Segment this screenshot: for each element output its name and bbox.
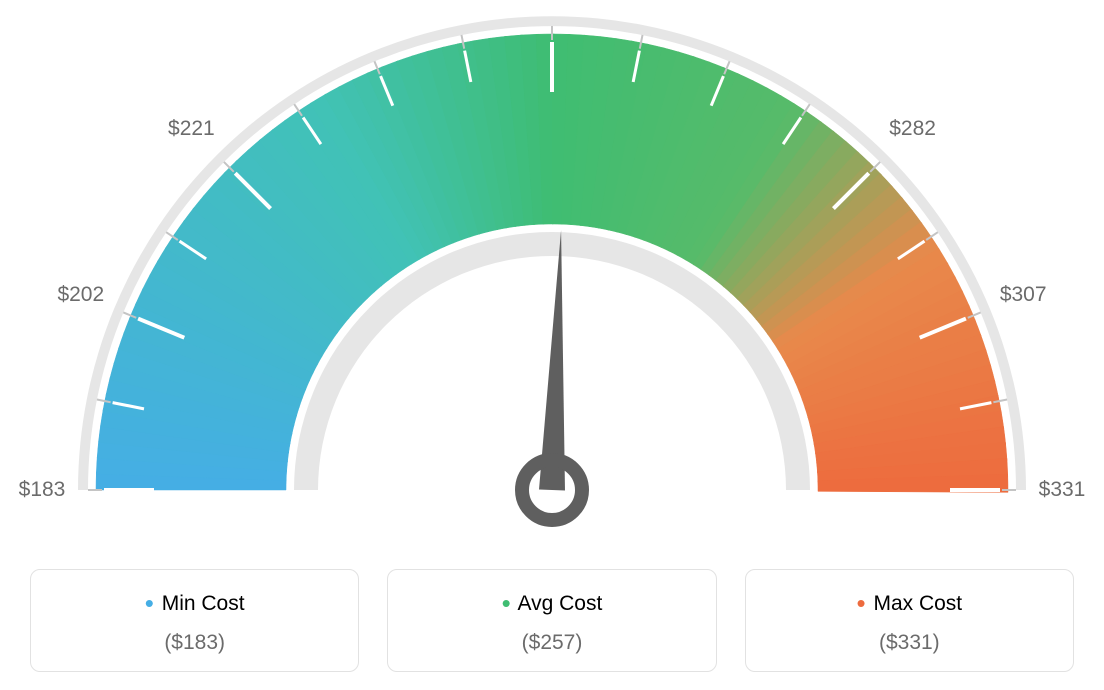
gauge-needle bbox=[539, 230, 565, 490]
max-cost-dot: • bbox=[857, 588, 866, 618]
gauge-tick-label: $307 bbox=[1000, 283, 1047, 307]
gauge-tick-label: $282 bbox=[889, 117, 936, 141]
avg-cost-value: ($257) bbox=[398, 631, 705, 655]
gauge-tick-label: $331 bbox=[1039, 478, 1086, 502]
min-cost-title: • Min Cost bbox=[41, 588, 348, 619]
avg-cost-label: Avg Cost bbox=[517, 592, 602, 615]
min-cost-dot: • bbox=[145, 588, 154, 618]
cost-gauge: $183$202$221$257$282$307$331 bbox=[0, 0, 1104, 560]
gauge-tick-label: $183 bbox=[19, 478, 66, 502]
max-cost-title: • Max Cost bbox=[756, 588, 1063, 619]
min-cost-label: Min Cost bbox=[162, 592, 245, 615]
avg-cost-card: • Avg Cost ($257) bbox=[387, 569, 716, 672]
max-cost-label: Max Cost bbox=[873, 592, 962, 615]
avg-cost-dot: • bbox=[502, 588, 511, 618]
gauge-tick-label: $202 bbox=[57, 283, 104, 307]
summary-cards: • Min Cost ($183) • Avg Cost ($257) • Ma… bbox=[30, 569, 1074, 672]
gauge-svg bbox=[0, 0, 1104, 560]
avg-cost-title: • Avg Cost bbox=[398, 588, 705, 619]
min-cost-value: ($183) bbox=[41, 631, 348, 655]
max-cost-card: • Max Cost ($331) bbox=[745, 569, 1074, 672]
gauge-tick-label: $221 bbox=[168, 117, 215, 141]
min-cost-card: • Min Cost ($183) bbox=[30, 569, 359, 672]
max-cost-value: ($331) bbox=[756, 631, 1063, 655]
